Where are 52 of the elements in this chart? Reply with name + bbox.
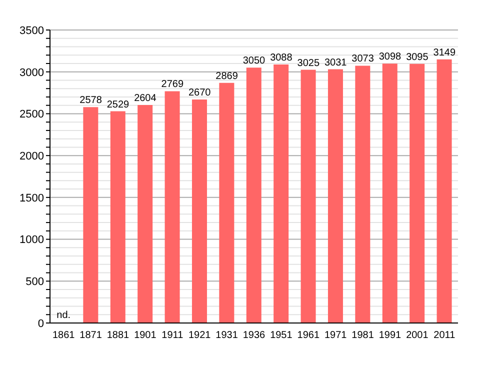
bar [219,82,234,323]
bar [138,105,153,323]
x-tick-label: 2001 [406,330,429,342]
x-tick-label: 1861 [52,330,76,342]
bar [164,91,180,323]
bar [382,64,398,323]
y-tick-label: 2500 [20,108,44,121]
data-label: 2529 [106,99,130,110]
data-label: 2769 [161,79,184,90]
bar [328,69,343,323]
y-tick-label: 500 [26,276,44,288]
data-label: 3095 [406,52,429,63]
x-tick-label: 1981 [352,330,374,342]
x-tick-label: 1936 [242,330,266,342]
y-tick-label: 2000 [20,150,44,162]
bar [355,66,370,323]
bar [300,70,316,323]
data-label: 3031 [324,57,348,68]
x-tick-label: 1951 [270,330,293,342]
x-tick-label: 1881 [106,330,130,342]
x-tick-label: 1911 [162,330,184,342]
y-tick-label: 1000 [20,234,44,246]
y-tick-label: 0 [38,318,44,330]
data-label: 3098 [378,52,402,63]
x-tick-label: 1991 [378,330,402,342]
data-label: 2670 [188,87,212,98]
y-tick-label: 3000 [20,66,44,79]
x-tick-label: 1961 [297,330,320,342]
bar [436,59,452,323]
text: nd. [56,310,71,321]
bar [110,111,126,323]
bar [410,64,425,323]
x-tick-label: 1871 [80,330,102,342]
bar [83,107,98,323]
bar [274,64,289,323]
data-label: 2604 [134,93,157,104]
data-label: 3050 [242,56,266,67]
y-tick-label: 3500 [20,24,44,37]
bar [192,99,207,323]
x-tick-label: 2011 [434,330,456,342]
x-tick-label: 1971 [324,330,348,342]
data-label: 3073 [352,54,374,65]
data-label: 3088 [270,52,293,64]
x-tick-label: 1921 [188,330,212,342]
y-tick-label: 1500 [20,192,44,204]
data-label: 3025 [297,58,320,69]
x-tick-label: 1901 [134,330,157,342]
data-label: 3149 [433,47,456,58]
bar [246,68,262,323]
data-label: 2578 [80,95,102,106]
x-tick-label: 1931 [216,330,238,342]
data-label: 2869 [216,70,238,82]
